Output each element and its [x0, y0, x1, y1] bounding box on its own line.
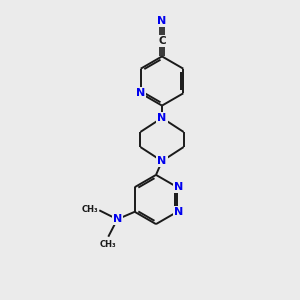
Text: N: N — [174, 182, 183, 192]
Text: CH₃: CH₃ — [81, 205, 98, 214]
Text: N: N — [158, 16, 166, 26]
Text: N: N — [158, 156, 166, 166]
Text: N: N — [174, 207, 183, 217]
Text: N: N — [158, 113, 166, 123]
Text: CH₃: CH₃ — [100, 240, 117, 249]
Text: C: C — [158, 36, 166, 46]
Text: N: N — [113, 214, 122, 224]
Text: N: N — [136, 88, 145, 98]
